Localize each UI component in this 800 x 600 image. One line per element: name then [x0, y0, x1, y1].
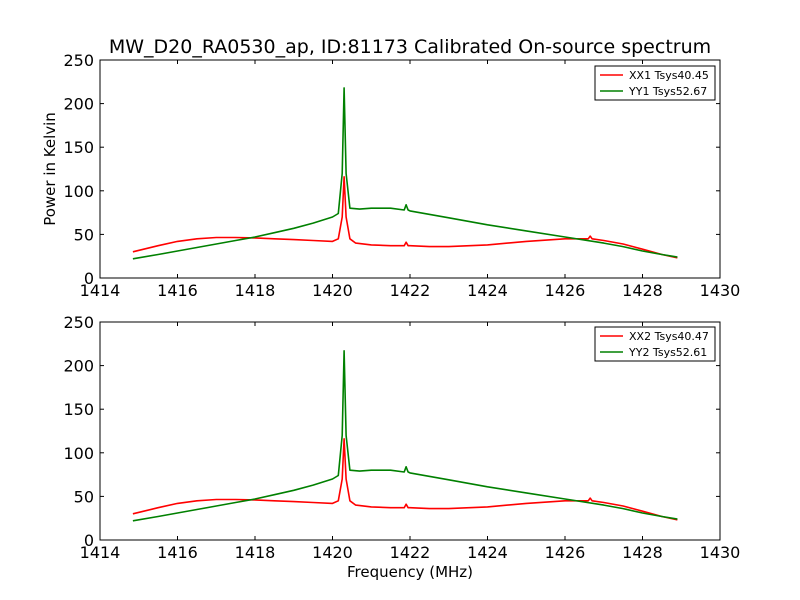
series-line-yy-panel-2 — [132, 349, 678, 522]
x-tick-label: 1416 — [157, 281, 198, 300]
x-tick-label: 1424 — [467, 281, 508, 300]
y-tick-label: 50 — [74, 487, 94, 506]
x-tick-label: 1422 — [390, 543, 431, 562]
x-tick-label: 1418 — [235, 281, 276, 300]
x-tick-label: 1430 — [700, 281, 741, 300]
y-tick-label: 250 — [63, 51, 94, 70]
legend-label: XX2 Tsys40.47 — [629, 330, 709, 343]
y-tick-label: 50 — [74, 225, 94, 244]
x-tick-label: 1426 — [545, 543, 586, 562]
y-tick-label: 0 — [84, 269, 94, 288]
legend-box — [594, 326, 716, 362]
y-axis-title: Power in Kelvin — [41, 112, 59, 226]
panel-1: 1414 1416 1418 1420 1422 1424 1426 1428 1430 0 50 1… — [63, 51, 740, 300]
chart-title: MW_D20_RA0530_ap, ID:81173 Calibrated On… — [109, 36, 711, 58]
y-tick-label: 0 — [84, 531, 94, 550]
x-tick-label: 1430 — [700, 543, 741, 562]
y-tick-label: 200 — [63, 357, 94, 376]
x-tick-label: 1416 — [157, 543, 198, 562]
x-tick-label: 1422 — [390, 281, 431, 300]
x-tick-label: 1418 — [235, 543, 276, 562]
y-tick-label: 200 — [63, 95, 94, 114]
x-tick-label: 1414 — [80, 543, 121, 562]
x-tick-label: 1414 — [80, 281, 121, 300]
panel-2: 1414 1416 1418 1420 1422 1424 1426 1428 1430 0 50 1… — [63, 313, 740, 562]
legend-box — [594, 65, 716, 101]
legend-label: XX1 Tsys40.45 — [629, 69, 709, 82]
x-axis-title: Frequency (MHz) — [347, 563, 473, 581]
y-tick-label: 100 — [63, 182, 94, 201]
legend-label: YY2 Tsys52.61 — [628, 346, 707, 359]
y-tick-label: 100 — [63, 444, 94, 463]
legend-panel-2: XX2 Tsys40.47 YY2 Tsys52.61 — [594, 326, 716, 362]
y-tick-label: 250 — [63, 313, 94, 332]
x-tick-label: 1428 — [622, 543, 663, 562]
y-tick-label: 150 — [63, 138, 94, 157]
y-tick-label: 150 — [63, 400, 94, 419]
panels: 1414 1416 1418 1420 1422 1424 1426 1428 1430 0 50 1… — [63, 51, 740, 562]
legend-panel-1: XX1 Tsys40.45 YY1 Tsys52.67 — [594, 65, 716, 101]
x-tick-label: 1424 — [467, 543, 508, 562]
x-tick-label: 1428 — [622, 281, 663, 300]
x-tick-label: 1426 — [545, 281, 586, 300]
series-line-yy-panel-1 — [132, 87, 678, 260]
x-tick-label: 1420 — [312, 281, 353, 300]
legend-label: YY1 Tsys52.67 — [628, 85, 707, 98]
x-tick-label: 1420 — [312, 543, 353, 562]
